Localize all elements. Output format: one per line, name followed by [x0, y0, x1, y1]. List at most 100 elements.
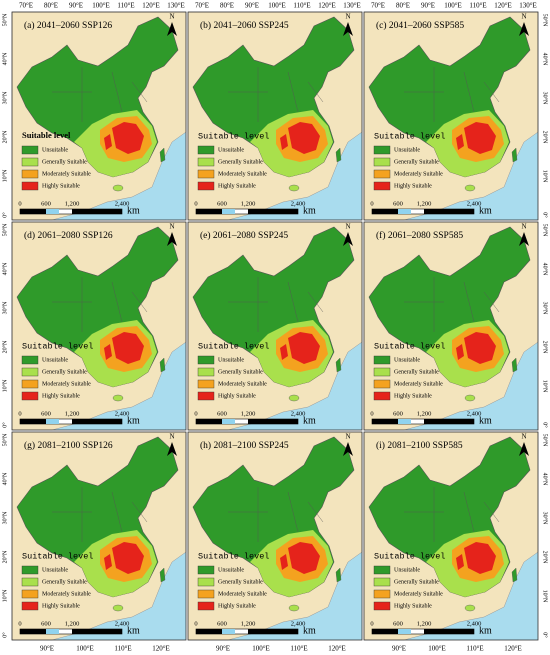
legend-label: Generally Suitable [42, 159, 87, 165]
scale-unit: km [479, 625, 492, 636]
north-arrow [167, 232, 177, 246]
scale-seg [46, 419, 59, 424]
lon-label: 110°E [293, 2, 310, 10]
scale-label: 600 [41, 410, 51, 417]
panel-title: (d) 2061–2080 SSP126 [24, 230, 113, 241]
legend-swatch [197, 145, 215, 155]
legend-swatch [21, 367, 39, 377]
lat-label: 20°N [542, 131, 549, 144]
map-panel: (d) 2061–2080 SSP126 N Suitable level Unsui… [11, 221, 187, 431]
north-label: N [521, 223, 526, 231]
scale-seg [72, 209, 122, 214]
scale-label: 0 [18, 410, 21, 417]
north-label: N [521, 13, 526, 21]
map-panel: (i) 2081–2100 SSP585 N Suitable level Unsui… [363, 431, 539, 641]
legend-label: Unsuitable [42, 357, 68, 363]
lon-label: 80°E [396, 2, 410, 10]
panel-title: (f) 2061–2080 SSP585 [376, 230, 463, 241]
legend-title: Suitable level [374, 551, 445, 561]
scale-label: 0 [370, 410, 373, 417]
legend-title: Suitable level [198, 551, 269, 561]
scale-seg [196, 629, 222, 634]
scale-label: 1,200 [417, 410, 432, 417]
lat-label: 0° [542, 422, 549, 428]
panel-title: (a) 2041–2060 SSP126 [24, 20, 112, 31]
scale-seg [196, 419, 222, 424]
scale-label: 2,400 [291, 410, 306, 417]
legend-swatch [197, 157, 215, 167]
lat-label: 10°N [542, 590, 549, 603]
lon-label: 120°E [152, 645, 170, 653]
panel-border [187, 11, 363, 221]
legend-swatch [373, 565, 391, 575]
scale-label: 1,200 [241, 620, 256, 627]
scale-seg [72, 419, 122, 424]
scale-label: 1,200 [241, 410, 256, 417]
lon-label: 90°E [421, 2, 435, 10]
lon-label: 100°E [76, 645, 94, 653]
scale-seg [398, 629, 411, 634]
legend-label: Unsuitable [42, 567, 68, 573]
lon-label: 120°E [494, 2, 512, 10]
legend-label: Unsuitable [218, 567, 244, 573]
legend-label: Moderately Suitable [42, 591, 91, 597]
panel-title: (e) 2061–2080 SSP245 [200, 230, 288, 241]
lat-label: 30°N [1, 91, 8, 104]
scale-seg [72, 629, 122, 634]
lat-label: 40°N [1, 52, 8, 65]
scale-label: 1,200 [241, 200, 256, 207]
legend-swatch [373, 367, 391, 377]
panel-border [187, 431, 363, 641]
legend-label: Unsuitable [218, 357, 244, 363]
scale-seg [424, 419, 474, 424]
scale-seg [46, 209, 59, 214]
legend-swatch [373, 577, 391, 587]
scale-label: 2,400 [291, 620, 306, 627]
scale-label: 600 [217, 410, 227, 417]
legend-swatch [21, 577, 39, 587]
legend-swatch [21, 589, 39, 599]
scale-seg [424, 629, 474, 634]
map-panel: (g) 2081–2100 SSP126 N Suitable level Unsui… [11, 431, 187, 641]
map-panel: (f) 2061–2080 SSP585 N Suitable level Unsui… [363, 221, 539, 431]
scale-unit: km [479, 415, 492, 426]
scale-label: 0 [194, 200, 197, 207]
legend-swatch [373, 169, 391, 179]
scale-label: 2,400 [467, 410, 482, 417]
legend-label: Highly Suitable [394, 393, 432, 399]
legend-swatch [21, 379, 39, 389]
scale-label: 2,400 [467, 620, 482, 627]
north-label: N [345, 433, 350, 441]
north-label: N [169, 13, 174, 21]
legend-swatch [21, 181, 39, 191]
lon-label: 100°E [92, 2, 110, 10]
panel-border [11, 431, 187, 641]
scale-label: 2,400 [115, 620, 130, 627]
lat-label: 50°N [542, 434, 549, 447]
map-panel: (a) 2041–2060 SSP126 N Suitable level Unsui… [11, 11, 187, 221]
scale-seg [20, 419, 46, 424]
lat-label: 40°N [1, 472, 8, 485]
map-panel: (b) 2041–2060 SSP245 N Suitable level Unsui… [187, 11, 363, 221]
legend-title: Suitable level [198, 131, 269, 141]
scale-label: 0 [18, 200, 21, 207]
scale-unit: km [127, 205, 140, 216]
lat-label: 0° [542, 632, 549, 638]
map-panel: (h) 2081–2100 SSP245 N Suitable level Unsui… [187, 431, 363, 641]
lon-label: 70°E [371, 2, 385, 10]
legend-swatch [21, 355, 39, 365]
legend-swatch [21, 565, 39, 575]
lon-label: 90°E [245, 2, 259, 10]
legend-label: Highly Suitable [42, 393, 80, 399]
legend-swatch [373, 379, 391, 389]
scale-unit: km [303, 205, 316, 216]
lon-label: 100°E [268, 2, 286, 10]
lon-label: 100°E [428, 645, 446, 653]
north-label: N [169, 433, 174, 441]
legend-label: Generally Suitable [42, 579, 87, 585]
legend-swatch [197, 181, 215, 191]
scale-label: 1,200 [65, 410, 80, 417]
scale-seg [398, 209, 411, 214]
scale-seg [20, 209, 46, 214]
